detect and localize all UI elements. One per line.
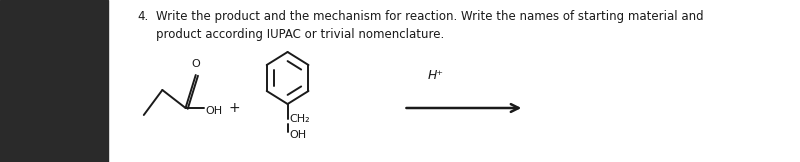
- Text: O: O: [191, 59, 200, 69]
- Text: CH₂: CH₂: [290, 114, 310, 124]
- Bar: [0, 0, 108, 162]
- Text: Write the product and the mechanism for reaction. Write the names of starting ma: Write the product and the mechanism for …: [156, 10, 703, 23]
- Text: H⁺: H⁺: [428, 69, 444, 82]
- Text: +: +: [229, 101, 241, 115]
- Text: OH: OH: [205, 106, 222, 116]
- Text: product according IUPAC or trivial nomenclature.: product according IUPAC or trivial nomen…: [156, 28, 444, 41]
- Text: 4.: 4.: [138, 10, 149, 23]
- Text: OH: OH: [290, 130, 306, 140]
